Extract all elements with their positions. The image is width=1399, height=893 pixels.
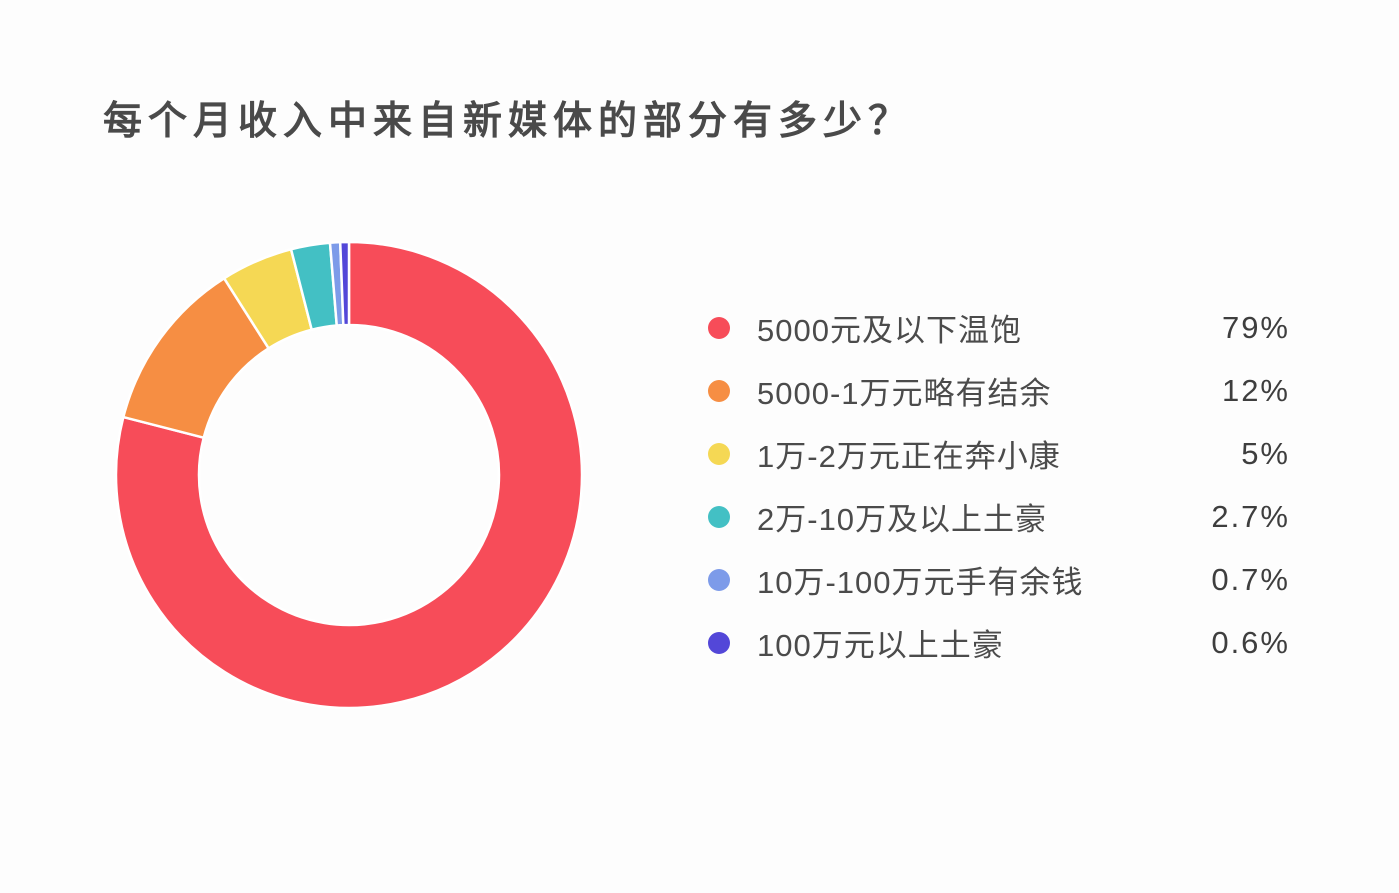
legend-label: 5000-1万元略有结余 [757,376,1052,411]
donut-slice [338,240,351,327]
legend-dot-icon [708,379,730,402]
legend-value: 12% [1221,372,1290,408]
legend-label: 10万-100万元手有余钱 [757,565,1084,600]
legend-item: 5000-1万元略有结余 12% [708,359,1290,422]
legend-label: 100万元以上土豪 [757,628,1004,663]
legend-item: 2万-10万及以上土豪 2.7% [708,485,1290,548]
footer-logos: N 新榜 NEWRANK.CN 头条 头条号 插坐学院 CHAZUO.CN [0,770,1399,860]
legend-label: 2万-10万及以上土豪 [757,502,1048,537]
legend-value: 0.6% [1211,624,1290,660]
donut-chart [109,235,589,715]
legend-value: 79% [1221,309,1290,345]
chart-legend: 5000元及以下温饱 79% 5000-1万元略有结余 12% 1万-2万元正在… [708,296,1290,674]
legend-dot-icon [708,568,730,591]
legend-label: 5000元及以下温饱 [757,313,1022,348]
legend-value: 0.7% [1211,561,1290,597]
legend-dot-icon [708,442,730,465]
legend-dot-icon [708,505,730,528]
donut-svg [114,240,584,710]
page-title: 每个月收入中来自新媒体的部分有多少？ [103,100,914,143]
legend-dot-icon [708,316,730,339]
legend-label: 1万-2万元正在奔小康 [757,439,1061,474]
legend-item: 5000元及以下温饱 79% [708,296,1290,359]
legend-item: 1万-2万元正在奔小康 5% [708,422,1290,485]
donut-slice [114,240,584,710]
legend-item: 10万-100万元手有余钱 0.7% [708,548,1290,611]
legend-dot-icon [708,631,730,654]
legend-item: 100万元以上土豪 0.6% [708,611,1290,674]
legend-value: 2.7% [1211,498,1290,534]
legend-value: 5% [1241,435,1290,471]
